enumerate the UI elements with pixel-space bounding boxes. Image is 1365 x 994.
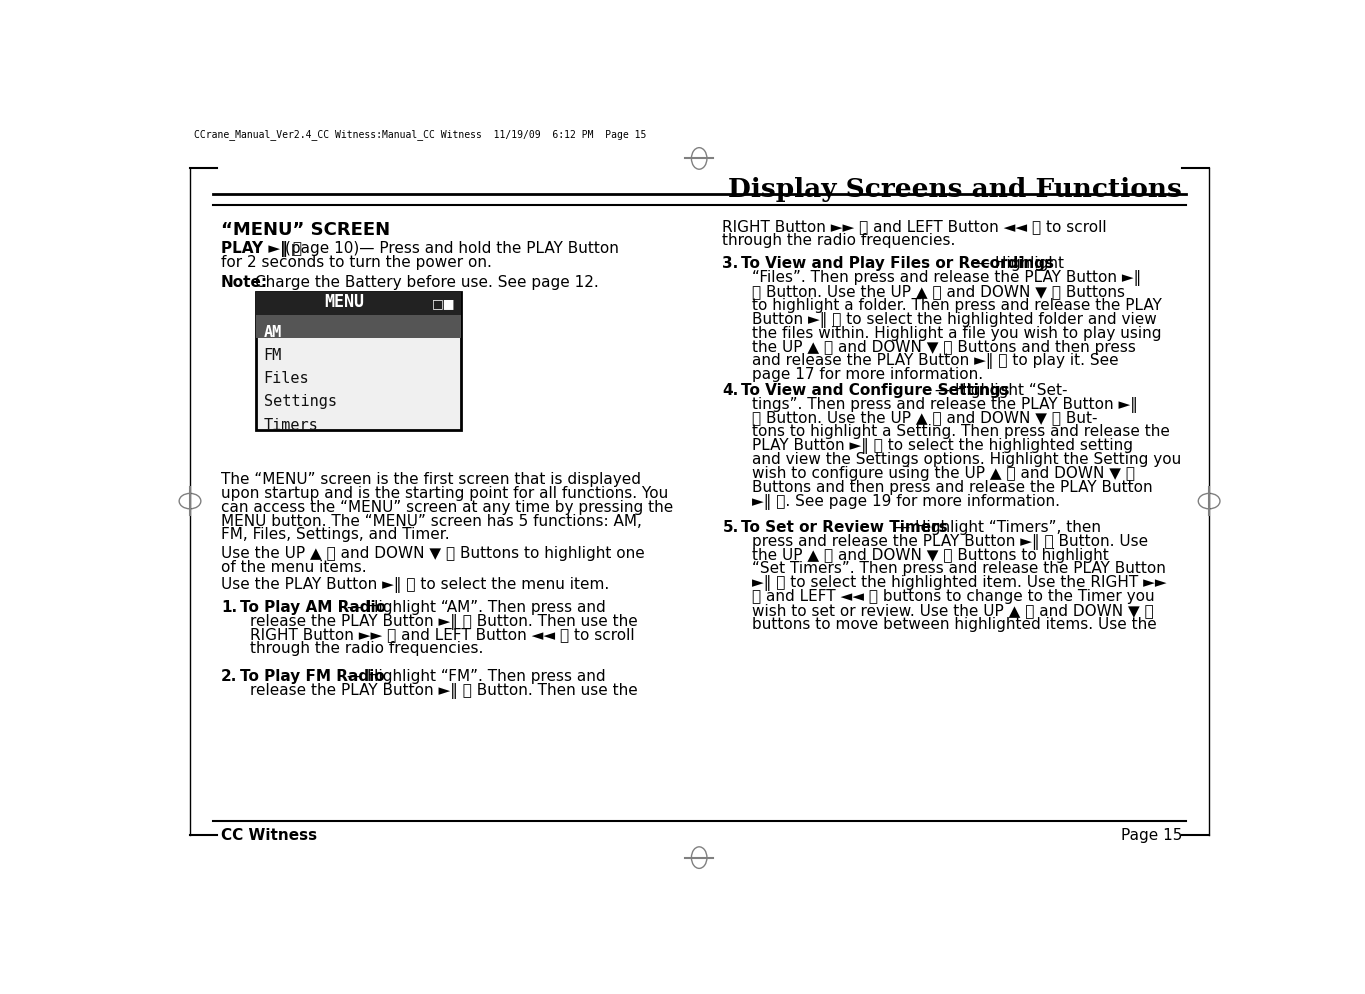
Text: Settings: Settings bbox=[263, 394, 337, 410]
Text: ►‖ . See page 19 for more information.: ►‖ . See page 19 for more information. bbox=[752, 493, 1059, 509]
Text: “MENU” SCREEN: “MENU” SCREEN bbox=[221, 221, 390, 239]
Text: page 17 for more information.: page 17 for more information. bbox=[752, 367, 983, 382]
Text: □■: □■ bbox=[431, 297, 455, 310]
Text: of the menu items.: of the menu items. bbox=[221, 560, 367, 575]
Text: 4.: 4. bbox=[722, 383, 738, 398]
Text: tons to highlight a Setting. Then press and release the: tons to highlight a Setting. Then press … bbox=[752, 423, 1170, 439]
Text:  Button. Use the UP ▲  and DOWN ▼  Buttons:  Button. Use the UP ▲  and DOWN ▼  Bu… bbox=[752, 284, 1125, 299]
Text: Display Screens and Functions: Display Screens and Functions bbox=[728, 177, 1182, 202]
Text: Timers: Timers bbox=[263, 417, 318, 432]
Text: To View and Configure Settings: To View and Configure Settings bbox=[741, 383, 1010, 398]
Text: ►‖  to select the highlighted item. Use the RIGHT ►►: ►‖  to select the highlighted item. Use… bbox=[752, 575, 1167, 590]
Text: To Play FM Radio: To Play FM Radio bbox=[240, 669, 384, 684]
Text: RIGHT Button ►►  and LEFT Button ◄◄  to scroll: RIGHT Button ►►  and LEFT Button ◄◄  t… bbox=[722, 220, 1107, 235]
Text: MENU button. The “MENU” screen has 5 functions: AM,: MENU button. The “MENU” screen has 5 fun… bbox=[221, 513, 642, 528]
Text: through the radio frequencies.: through the radio frequencies. bbox=[250, 641, 483, 656]
Text: 1.: 1. bbox=[221, 599, 238, 614]
Text: The “MENU” screen is the first screen that is displayed: The “MENU” screen is the first screen th… bbox=[221, 471, 642, 487]
Text: Buttons and then press and release the PLAY Button: Buttons and then press and release the P… bbox=[752, 479, 1152, 494]
Text: “Files”. Then press and release the PLAY Button ►‖: “Files”. Then press and release the PLAY… bbox=[752, 270, 1141, 286]
Text: buttons to move between highlighted items. Use the: buttons to move between highlighted item… bbox=[752, 616, 1156, 631]
Text: — Highlight “FM”. Then press and: — Highlight “FM”. Then press and bbox=[341, 669, 606, 684]
Text: Button ►‖  to select the highlighted folder and view: Button ►‖  to select the highlighted fo… bbox=[752, 311, 1156, 328]
Text: Use the PLAY Button ►‖  to select the menu item.: Use the PLAY Button ►‖  to select the m… bbox=[221, 577, 609, 592]
Text: and release the PLAY Button ►‖  to play it. See: and release the PLAY Button ►‖  to play… bbox=[752, 353, 1118, 369]
Text: CC Witness: CC Witness bbox=[221, 827, 317, 842]
Text: — Highlight “AM”. Then press and: — Highlight “AM”. Then press and bbox=[341, 599, 606, 614]
Text: MENU: MENU bbox=[324, 293, 364, 311]
Text:  and LEFT ◄◄  buttons to change to the Timer you:  and LEFT ◄◄  buttons to change to the… bbox=[752, 588, 1155, 603]
Text: To View and Play Files or Recordings: To View and Play Files or Recordings bbox=[741, 256, 1054, 271]
Bar bbox=[255, 292, 461, 430]
Text: can access the “MENU” screen at any time by pressing the: can access the “MENU” screen at any time… bbox=[221, 499, 673, 514]
Text: Page 15: Page 15 bbox=[1121, 827, 1182, 842]
Text: Files: Files bbox=[263, 371, 310, 386]
Text: release the PLAY Button ►‖  Button. Then use the: release the PLAY Button ►‖  Button. The… bbox=[250, 682, 639, 699]
Text: PLAY Button ►‖  to select the highlighted setting: PLAY Button ►‖  to select the highlight… bbox=[752, 437, 1133, 453]
Text: press and release the PLAY Button ►‖  Button. Use: press and release the PLAY Button ►‖  B… bbox=[752, 533, 1148, 549]
Text: — Highlight “Timers”, then: — Highlight “Timers”, then bbox=[890, 519, 1100, 534]
Text: the UP ▲  and DOWN ▼  Buttons and then press: the UP ▲  and DOWN ▼  Buttons and then… bbox=[752, 339, 1136, 354]
Text: Note:: Note: bbox=[221, 274, 268, 289]
Text:  Button. Use the UP ▲  and DOWN ▼  But-:  Button. Use the UP ▲  and DOWN ▼  Bu… bbox=[752, 411, 1097, 425]
Text: Use the UP ▲  and DOWN ▼  Buttons to highlight one: Use the UP ▲  and DOWN ▼  Buttons to h… bbox=[221, 546, 644, 561]
Text: upon startup and is the starting point for all functions. You: upon startup and is the starting point f… bbox=[221, 485, 669, 500]
Text: wish to set or review. Use the UP ▲  and DOWN ▼ : wish to set or review. Use the UP ▲  an… bbox=[752, 602, 1153, 617]
Text: 2.: 2. bbox=[221, 669, 238, 684]
Text: CCrane_Manual_Ver2.4_CC Witness:Manual_CC Witness  11/19/09  6:12 PM  Page 15: CCrane_Manual_Ver2.4_CC Witness:Manual_C… bbox=[194, 128, 646, 139]
Text: To Play AM Radio: To Play AM Radio bbox=[240, 599, 385, 614]
Text: 5.: 5. bbox=[722, 519, 738, 534]
Text: — Highlight “Set-: — Highlight “Set- bbox=[930, 383, 1067, 398]
Text: wish to configure using the UP ▲  and DOWN ▼ : wish to configure using the UP ▲  and D… bbox=[752, 465, 1134, 480]
Text: and view the Settings options. Highlight the Setting you: and view the Settings options. Highlight… bbox=[752, 451, 1181, 466]
Text: FM, Files, Settings, and Timer.: FM, Files, Settings, and Timer. bbox=[221, 527, 449, 542]
Text: “Set Timers”. Then press and release the PLAY Button: “Set Timers”. Then press and release the… bbox=[752, 561, 1166, 576]
Text: through the radio frequencies.: through the radio frequencies. bbox=[722, 234, 956, 248]
Text: to highlight a folder. Then press and release the PLAY: to highlight a folder. Then press and re… bbox=[752, 298, 1162, 313]
Text: — Highlight: — Highlight bbox=[969, 256, 1063, 271]
Text: the files within. Highlight a file you wish to play using: the files within. Highlight a file you w… bbox=[752, 325, 1162, 340]
Text: the UP ▲  and DOWN ▼  Buttons to highlight: the UP ▲  and DOWN ▼  Buttons to highl… bbox=[752, 547, 1108, 562]
Text: RIGHT Button ►►  and LEFT Button ◄◄  to scroll: RIGHT Button ►►  and LEFT Button ◄◄  t… bbox=[250, 627, 635, 642]
Text: AM: AM bbox=[263, 325, 283, 340]
Text: (page 10)— Press and hold the PLAY Button: (page 10)— Press and hold the PLAY Butto… bbox=[284, 241, 618, 255]
Text: tings”. Then press and release the PLAY Button ►‖: tings”. Then press and release the PLAY … bbox=[752, 397, 1138, 413]
Text: FM: FM bbox=[263, 348, 283, 363]
Text: To Set or Review Timers: To Set or Review Timers bbox=[741, 519, 947, 534]
Text: for 2 seconds to turn the power on.: for 2 seconds to turn the power on. bbox=[221, 254, 491, 269]
Text: release the PLAY Button ►‖  Button. Then use the: release the PLAY Button ►‖  Button. The… bbox=[250, 613, 639, 629]
Bar bbox=[255, 292, 461, 315]
Text: 3.: 3. bbox=[722, 256, 738, 271]
Text: Charge the Battery before use. See page 12.: Charge the Battery before use. See page … bbox=[255, 274, 599, 289]
Bar bbox=[255, 315, 461, 339]
Text: PLAY ►‖ : PLAY ►‖  bbox=[221, 241, 302, 256]
